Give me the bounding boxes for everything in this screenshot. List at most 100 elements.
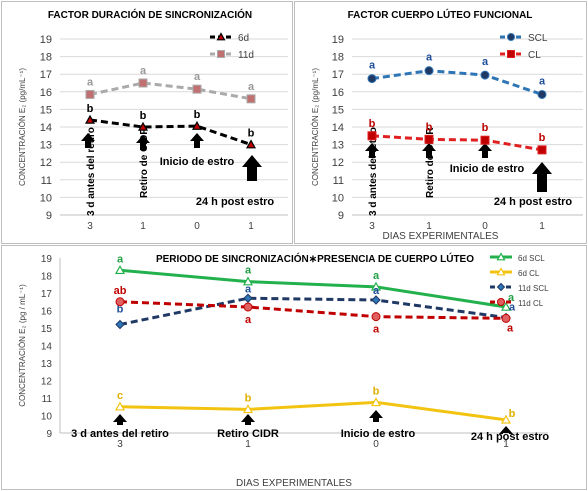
series-6d-CL: c b b b bbox=[114, 385, 516, 424]
y-tick-label: 9 bbox=[338, 210, 344, 222]
data-point bbox=[480, 135, 490, 145]
data-point bbox=[367, 74, 377, 84]
significance-letter: b bbox=[140, 110, 147, 122]
y-tick-label: 13 bbox=[332, 140, 344, 152]
data-point bbox=[242, 276, 254, 286]
data-point bbox=[137, 121, 149, 131]
event-arrow bbox=[136, 135, 150, 150]
event-arrow bbox=[532, 162, 552, 192]
significance-letter: b bbox=[369, 118, 376, 130]
data-point bbox=[243, 293, 253, 303]
legend-entry: 11d CL bbox=[490, 298, 544, 308]
significance-letter: a bbox=[248, 81, 255, 93]
legend-label: 11d SCL bbox=[518, 284, 549, 293]
series-line bbox=[119, 268, 507, 309]
event-annotation: Retiro de CIDR bbox=[425, 127, 436, 198]
significance-letter: b bbox=[426, 121, 433, 133]
panel-frame bbox=[1, 1, 293, 244]
significance-letter: a bbox=[507, 322, 514, 334]
y-tick-label: 10 bbox=[332, 192, 344, 204]
legend-marker bbox=[496, 282, 506, 292]
y-tick-label: 19 bbox=[332, 34, 344, 46]
data-point bbox=[245, 139, 257, 149]
x-tick-label: 1 bbox=[503, 439, 509, 450]
legend-marker bbox=[216, 32, 226, 41]
y-tick-label: 15 bbox=[332, 104, 344, 116]
chart-title: PERIODO DE SINCRONIZACIÓN∗PRESENCIA DE C… bbox=[156, 252, 474, 265]
legend-entry: 6d SCL bbox=[490, 252, 545, 263]
x-tick-label: 3 bbox=[117, 439, 123, 450]
y-tick-label: 14 bbox=[332, 122, 344, 134]
data-point bbox=[114, 265, 126, 275]
event-annotation: 3 d antes del retiro bbox=[368, 127, 379, 216]
legend-label: 6d SCL bbox=[518, 254, 545, 263]
significance-letter: b bbox=[194, 109, 201, 121]
significance-letter: b bbox=[373, 385, 380, 397]
x-tick-label: 1 bbox=[539, 221, 545, 232]
event-arrow bbox=[242, 155, 262, 181]
significance-letter: a bbox=[245, 265, 252, 277]
y-tick-label: 18 bbox=[40, 52, 52, 64]
y-tick-label: 12 bbox=[40, 157, 52, 169]
data-point bbox=[370, 281, 382, 291]
significance-letter: a bbox=[140, 65, 147, 77]
event-arrow bbox=[422, 143, 436, 158]
legend-label: SCL bbox=[528, 33, 548, 44]
y-axis-label: CONCENTRACIÓN E₂ (pg/mL⁻¹) bbox=[18, 68, 27, 186]
event-annotation: Inicio de estro bbox=[341, 428, 416, 440]
event-arrow bbox=[190, 133, 204, 148]
event-annotation: 24 h post estro bbox=[494, 196, 573, 208]
data-point bbox=[138, 78, 148, 88]
significance-letter: a bbox=[482, 56, 489, 68]
data-point bbox=[114, 401, 126, 411]
significance-letter: a bbox=[194, 71, 201, 83]
legend-entry: 11d SCL bbox=[490, 282, 549, 293]
y-tick-label: 9 bbox=[46, 210, 52, 222]
series-11d: a a a a bbox=[85, 65, 256, 104]
legend-entry: 6d CL bbox=[490, 267, 540, 278]
legend-marker bbox=[497, 298, 505, 306]
x-tick-label: 3 bbox=[369, 221, 375, 232]
legend-label: 11d CL bbox=[518, 299, 544, 308]
event-arrow bbox=[369, 410, 383, 422]
panel-frame bbox=[294, 1, 587, 244]
x-tick-label: 1 bbox=[140, 221, 146, 232]
series-line bbox=[119, 300, 507, 320]
y-tick-label: 18 bbox=[41, 272, 53, 283]
significance-letter: b bbox=[482, 122, 489, 134]
data-point bbox=[371, 312, 381, 322]
significance-letter: a bbox=[539, 75, 546, 87]
series-CL: b b b b bbox=[367, 118, 547, 155]
event-arrow bbox=[365, 143, 379, 158]
data-point bbox=[115, 319, 125, 330]
y-tick-label: 19 bbox=[41, 254, 53, 265]
event-annotation: Inicio de estro bbox=[450, 163, 525, 175]
series-line bbox=[89, 81, 252, 101]
series-line bbox=[371, 134, 543, 152]
data-point bbox=[424, 134, 434, 144]
y-tick-label: 11 bbox=[41, 175, 52, 187]
significance-letter: a bbox=[369, 60, 376, 72]
x-tick-label: 1 bbox=[245, 439, 251, 450]
event-annotation: 24 h post estro bbox=[196, 196, 275, 208]
legend-entry: CL bbox=[500, 50, 541, 61]
legend-marker bbox=[496, 252, 506, 261]
significance-letter: a bbox=[509, 302, 516, 314]
data-point bbox=[370, 397, 382, 407]
data-point bbox=[424, 66, 434, 76]
data-point bbox=[367, 131, 377, 141]
x-tick-label: 1 bbox=[248, 221, 254, 232]
significance-letter: a bbox=[117, 253, 124, 265]
y-tick-label: 12 bbox=[41, 377, 53, 388]
significance-letter: ab bbox=[114, 285, 127, 297]
event-annotation: Inicio de estro bbox=[160, 156, 235, 168]
event-annotation: 3 d antes del retiro bbox=[86, 127, 97, 216]
significance-letter: a bbox=[373, 324, 380, 336]
significance-letter: a bbox=[426, 52, 433, 64]
legend-entry: 11d bbox=[210, 50, 254, 61]
series-6d-SCL: aa aa bbox=[114, 253, 515, 311]
series-6d: b b b b bbox=[84, 103, 257, 149]
significance-letter: b bbox=[539, 132, 546, 144]
